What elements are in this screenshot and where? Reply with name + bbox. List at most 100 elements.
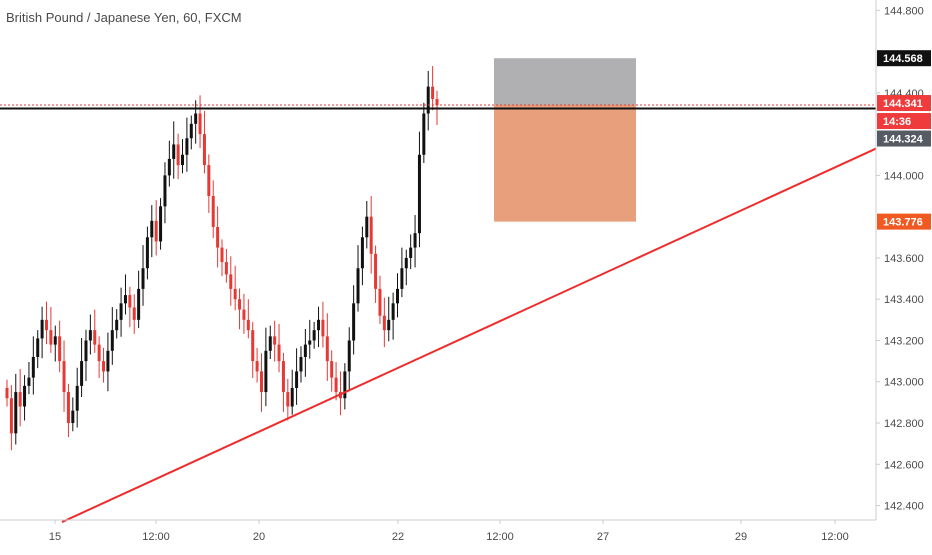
candle-body: [145, 237, 149, 269]
candle-body: [317, 319, 321, 331]
candle-body: [233, 288, 237, 300]
candle-body: [23, 385, 27, 407]
y-tick-label: 143.000: [884, 377, 924, 389]
candle-body: [352, 303, 356, 341]
candle-body: [299, 356, 303, 372]
candle-body: [290, 387, 294, 407]
chart-title: British Pound / Japanese Yen, 60, FXCM: [6, 10, 242, 25]
candle-body: [31, 356, 35, 378]
candle-body: [216, 226, 220, 248]
candle-body: [308, 340, 312, 345]
candle-body: [93, 330, 97, 345]
candle-body: [255, 361, 259, 372]
candle-body: [413, 233, 417, 248]
candle-body: [242, 309, 246, 320]
ascending-trendline[interactable]: [61, 147, 877, 523]
candle-body: [251, 330, 255, 362]
x-tick-label: 12:00: [142, 531, 170, 543]
current-price-label: 144.341: [883, 98, 923, 110]
candle-body: [167, 158, 171, 176]
candle-body: [238, 299, 242, 310]
candle-body: [150, 220, 154, 238]
stop-loss-zone[interactable]: [494, 58, 636, 106]
resistance-price-label: 144.324: [883, 134, 924, 146]
candle-body: [347, 340, 351, 372]
candle-body: [66, 392, 70, 424]
y-tick-label: 144.000: [884, 170, 924, 182]
candle-body: [58, 336, 62, 362]
current-price-label-bg: [877, 95, 931, 112]
x-tick-label: 22: [392, 531, 404, 543]
candle-body: [303, 344, 307, 357]
x-tick-label: 29: [735, 531, 747, 543]
candle-body: [40, 319, 44, 339]
candle-body: [264, 350, 268, 393]
candle-body: [5, 387, 9, 399]
candle-body: [36, 338, 40, 357]
candle-body: [404, 257, 408, 269]
candle-body: [229, 274, 233, 289]
candle-body: [18, 392, 22, 407]
candle-body: [330, 361, 334, 378]
x-tick-label: 20: [253, 531, 265, 543]
candle-body: [176, 144, 180, 166]
candle-body: [123, 295, 127, 304]
candle-body: [435, 99, 439, 106]
y-tick-label: 143.400: [884, 294, 924, 306]
candle-body: [277, 344, 281, 362]
candle-body: [396, 288, 400, 304]
candle-body: [14, 392, 18, 434]
candle-body: [409, 247, 413, 258]
candle-body: [207, 165, 211, 197]
stop-price-label: 144.568: [883, 53, 923, 65]
candle-body: [400, 268, 404, 289]
candle-body: [259, 371, 263, 393]
resistance-price-label-bg: [877, 130, 931, 147]
candle-body: [391, 303, 395, 320]
countdown-label: 14:36: [883, 116, 911, 128]
candle-body: [189, 123, 193, 139]
candle-body: [185, 138, 189, 155]
candle-body: [159, 206, 163, 242]
candle-body: [198, 113, 202, 135]
candle-body: [312, 330, 316, 341]
candle-body: [360, 237, 364, 269]
candle-body: [181, 154, 185, 166]
candle-body: [88, 330, 92, 341]
candle-body: [369, 216, 373, 254]
candle-body: [211, 196, 215, 227]
candle-body: [343, 371, 347, 399]
y-tick-label: 142.400: [884, 501, 924, 513]
candle-body: [154, 220, 158, 242]
candle-body: [172, 144, 176, 159]
target-price-label-bg: [877, 213, 931, 230]
y-tick-label: 144.800: [884, 5, 924, 17]
target-price-label: 143.776: [883, 217, 923, 229]
candle-body: [71, 410, 75, 424]
candle-body: [273, 336, 277, 345]
candle-body: [62, 361, 66, 393]
candle-body: [286, 392, 290, 407]
candle-body: [365, 216, 369, 238]
candle-body: [220, 247, 224, 263]
y-tick-label: 143.200: [884, 335, 924, 347]
y-tick-label: 142.800: [884, 418, 924, 430]
candle-body: [75, 385, 79, 411]
candle-body: [431, 86, 435, 100]
x-tick-label: 27: [597, 531, 609, 543]
candle-body: [137, 288, 141, 320]
candle-body: [110, 330, 114, 351]
candle-body: [80, 361, 84, 386]
candle-body: [49, 330, 53, 345]
candle-body: [27, 377, 31, 386]
take-profit-zone[interactable]: [494, 105, 636, 222]
candle-body: [387, 319, 391, 331]
candle-body: [325, 336, 329, 362]
stop-price-label-bg: [877, 50, 931, 67]
x-tick-label: 12:00: [821, 531, 849, 543]
x-tick-label: 15: [49, 531, 61, 543]
candle-body: [426, 86, 430, 114]
